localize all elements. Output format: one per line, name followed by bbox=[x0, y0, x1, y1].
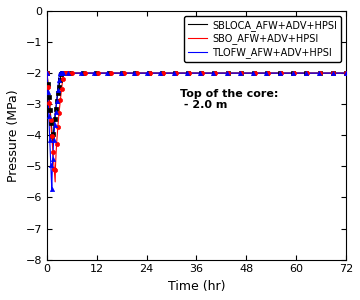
TLOFW_AFW+ADV+HPSI bbox=[50, 189, 54, 193]
SBO_AFW+ADV+HPSI bbox=[225, 71, 229, 75]
TLOFW_AFW+ADV+HPSI bbox=[216, 71, 220, 75]
Line: SBO_AFW+ADV+HPSI: SBO_AFW+ADV+HPSI bbox=[47, 73, 346, 182]
TLOFW_AFW+ADV+HPSI bbox=[45, 71, 49, 75]
SBO_AFW+ADV+HPSI bbox=[273, 71, 277, 75]
SBLOCA_AFW+ADV+HPSI bbox=[315, 71, 319, 75]
Text: Top of the core:
 - 2.0 m: Top of the core: - 2.0 m bbox=[180, 89, 278, 110]
SBO_AFW+ADV+HPSI bbox=[45, 71, 49, 75]
SBLOCA_AFW+ADV+HPSI bbox=[224, 71, 228, 75]
Line: TLOFW_AFW+ADV+HPSI: TLOFW_AFW+ADV+HPSI bbox=[47, 73, 346, 191]
SBLOCA_AFW+ADV+HPSI bbox=[45, 71, 49, 75]
SBLOCA_AFW+ADV+HPSI bbox=[272, 71, 276, 75]
SBLOCA_AFW+ADV+HPSI bbox=[344, 71, 348, 75]
TLOFW_AFW+ADV+HPSI bbox=[201, 71, 206, 75]
SBO_AFW+ADV+HPSI bbox=[203, 71, 208, 75]
Line: SBLOCA_AFW+ADV+HPSI: SBLOCA_AFW+ADV+HPSI bbox=[47, 73, 346, 145]
SBLOCA_AFW+ADV+HPSI bbox=[202, 71, 207, 75]
TLOFW_AFW+ADV+HPSI bbox=[315, 71, 319, 75]
TLOFW_AFW+ADV+HPSI bbox=[344, 71, 348, 75]
TLOFW_AFW+ADV+HPSI bbox=[272, 71, 276, 75]
TLOFW_AFW+ADV+HPSI bbox=[237, 71, 242, 75]
SBO_AFW+ADV+HPSI bbox=[315, 71, 320, 75]
Y-axis label: Pressure (MPa): Pressure (MPa) bbox=[7, 89, 20, 182]
Legend: SBLOCA_AFW+ADV+HPSI, SBO_AFW+ADV+HPSI, TLOFW_AFW+ADV+HPSI: SBLOCA_AFW+ADV+HPSI, SBO_AFW+ADV+HPSI, T… bbox=[184, 16, 341, 62]
SBO_AFW+ADV+HPSI bbox=[239, 71, 243, 75]
TLOFW_AFW+ADV+HPSI bbox=[223, 71, 227, 75]
SBLOCA_AFW+ADV+HPSI bbox=[238, 71, 242, 75]
SBO_AFW+ADV+HPSI bbox=[217, 71, 222, 75]
SBLOCA_AFW+ADV+HPSI bbox=[216, 71, 221, 75]
SBLOCA_AFW+ADV+HPSI bbox=[51, 143, 55, 146]
SBO_AFW+ADV+HPSI bbox=[53, 180, 57, 184]
SBO_AFW+ADV+HPSI bbox=[344, 71, 348, 75]
X-axis label: Time (hr): Time (hr) bbox=[168, 280, 225, 293]
